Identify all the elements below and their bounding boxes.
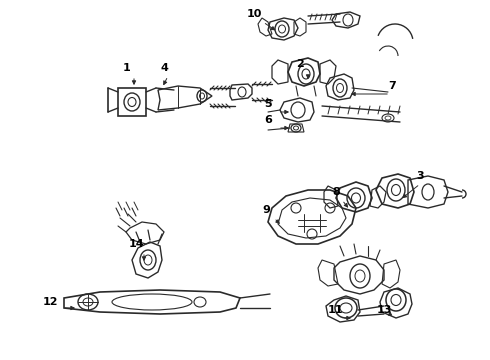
Text: 6: 6 xyxy=(264,115,272,125)
Text: 2: 2 xyxy=(296,59,304,69)
Text: 5: 5 xyxy=(264,99,272,109)
Text: 1: 1 xyxy=(123,63,131,73)
Text: 12: 12 xyxy=(42,297,58,307)
Bar xyxy=(118,88,146,116)
Text: 3: 3 xyxy=(416,171,424,181)
Text: 9: 9 xyxy=(262,205,270,215)
Text: 8: 8 xyxy=(332,187,340,197)
Text: 7: 7 xyxy=(388,81,396,91)
Text: 13: 13 xyxy=(376,305,392,315)
Text: 11: 11 xyxy=(327,305,343,315)
Text: 10: 10 xyxy=(246,9,262,19)
Text: 4: 4 xyxy=(160,63,168,73)
Text: 14: 14 xyxy=(128,239,144,249)
